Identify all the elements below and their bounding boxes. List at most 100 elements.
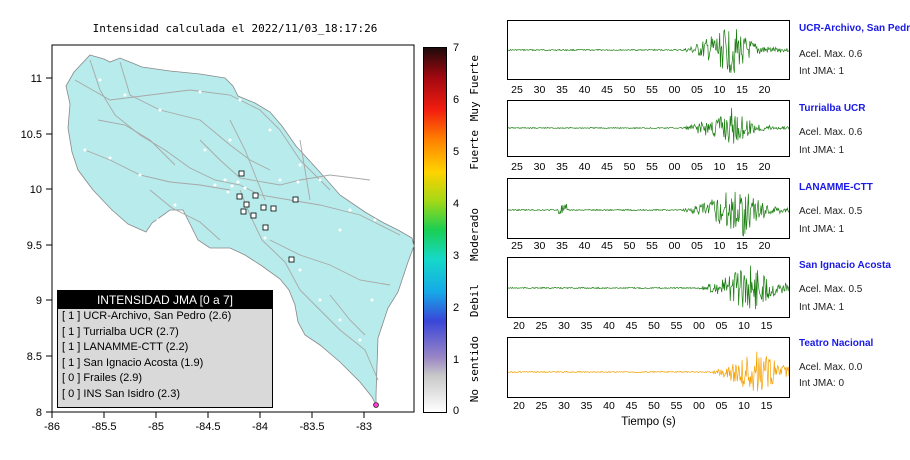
trace-time-tick: 05 xyxy=(691,84,703,96)
trace-time-tick: 15 xyxy=(760,320,773,332)
waveform-line xyxy=(508,191,789,237)
map-x-tick: -83 xyxy=(356,421,372,433)
colorbar-tick: 0 xyxy=(453,405,460,417)
station-name: LANAMME-CTT xyxy=(799,182,873,193)
legend-row: [ 1 ] UCR-Archivo, San Pedro (2.6) xyxy=(62,310,232,322)
station-acel: Acel. Max. 0.6 xyxy=(799,49,863,60)
trace-time-tick: 55 xyxy=(670,400,683,412)
trace-time-tick: 00 xyxy=(693,320,705,332)
trace-time-tick: 35 xyxy=(556,240,568,252)
trace-time-tick: 15 xyxy=(736,240,748,252)
legend-row: [ 0 ] Frailes (2.9) xyxy=(62,372,143,384)
trace-time-tick: 15 xyxy=(760,400,773,412)
trace-time-tick: 25 xyxy=(535,320,548,332)
intensity-legend: INTENSIDAD JMA [0 a 7] [ 1 ] UCR-Archivo… xyxy=(57,290,273,408)
station-int: Int JMA: 1 xyxy=(799,302,845,313)
waveform-plot xyxy=(508,191,789,237)
trace-time-tick: 45 xyxy=(601,240,613,252)
trace-time-tick: 35 xyxy=(556,161,568,173)
trace-time-tick: 45 xyxy=(625,400,638,412)
trace-time-tick: 55 xyxy=(670,320,683,332)
trace-time-tick: 20 xyxy=(758,161,771,173)
trace-time-tick: 25 xyxy=(511,240,523,252)
trace-time-tick: 20 xyxy=(513,320,525,332)
map-axis-ticks xyxy=(46,77,365,418)
trace-time-tick: 00 xyxy=(668,84,681,96)
station-acel: Acel. Max. 0.6 xyxy=(799,127,863,138)
waveform-trace xyxy=(507,337,790,398)
trace-time-tick: 15 xyxy=(736,161,748,173)
waveform-plot xyxy=(508,265,789,310)
colorbar-category: Fuerte xyxy=(468,130,481,170)
trace-time-tick: 30 xyxy=(558,320,570,332)
trace-time-ticks: 20 25 30 35 40 45 50 55 00 05 10 15 xyxy=(507,320,790,334)
trace-time-tick: 55 xyxy=(646,161,658,173)
trace-time-tick: 35 xyxy=(556,84,568,96)
map-y-tick: 8.5 xyxy=(27,351,42,363)
colorbar-tick: 3 xyxy=(453,250,460,262)
colorbar-tick: 2 xyxy=(453,302,460,314)
trace-time-tick: 10 xyxy=(713,161,726,173)
colorbar-category: Debil xyxy=(468,284,481,318)
trace-time-tick: 45 xyxy=(601,84,613,96)
trace-time-tick: 25 xyxy=(535,400,548,412)
colorbar-tick: 6 xyxy=(453,94,460,106)
waveform-trace xyxy=(507,100,790,157)
trace-time-tick: 40 xyxy=(578,84,591,96)
trace-time-tick: 45 xyxy=(625,320,638,332)
trace-time-tick: 25 xyxy=(511,84,523,96)
station-name: Turrialba UCR xyxy=(799,103,866,114)
waveform-trace xyxy=(507,178,790,239)
station-int: Int JMA: 1 xyxy=(799,145,845,156)
map-title: Intensidad calculada el 2022/11/03_18:17… xyxy=(92,22,378,35)
legend-row: [ 1 ] San Ignacio Acosta (1.9) xyxy=(62,356,204,369)
trace-time-tick: 50 xyxy=(623,240,636,252)
trace-time-tick: 40 xyxy=(603,400,615,412)
waveform-trace xyxy=(507,257,790,318)
trace-time-tick: 55 xyxy=(646,84,658,96)
map-x-tick: -83.5 xyxy=(299,421,324,433)
trace-time-tick: 00 xyxy=(693,400,705,412)
map-x-tick: -86 xyxy=(44,421,60,433)
colorbar-category: No sentido xyxy=(468,336,481,403)
road-network xyxy=(74,59,401,381)
trace-time-tick: 30 xyxy=(533,84,546,96)
intensity-colorbar xyxy=(423,47,447,413)
waveform-line xyxy=(508,351,789,392)
station-name: UCR-Archivo, San Pedro xyxy=(799,23,910,34)
trace-time-tick: 20 xyxy=(513,400,525,412)
waveform-plot xyxy=(508,351,789,392)
trace-time-ticks: 20 25 30 35 40 45 50 55 00 05 10 15 xyxy=(507,400,790,414)
trace-time-tick: 55 xyxy=(646,240,658,252)
station-int: Int JMA: 0 xyxy=(799,378,845,389)
trace-time-tick: 10 xyxy=(738,320,750,332)
trace-time-tick: 20 xyxy=(758,84,771,96)
station-acel: Acel. Max. 0.0 xyxy=(799,362,863,373)
map-y-tick: 9 xyxy=(36,295,42,307)
trace-time-tick: 05 xyxy=(691,161,703,173)
colorbar-tick: 7 xyxy=(453,42,460,54)
colorbar-tick: 1 xyxy=(453,354,460,366)
station-int: Int JMA: 1 xyxy=(799,224,845,235)
trace-time-ticks: 25 30 35 40 45 50 55 00 05 10 15 20 xyxy=(507,161,790,175)
trace-time-tick: 05 xyxy=(715,320,728,332)
trace-time-tick: 35 xyxy=(580,320,593,332)
station-markers xyxy=(236,170,299,263)
trace-time-tick: 30 xyxy=(533,161,546,173)
trace-time-tick: 20 xyxy=(758,240,771,252)
waveform-line xyxy=(508,265,789,310)
station-acel: Acel. Max. 0.5 xyxy=(799,206,863,217)
colorbar-tick: 4 xyxy=(453,198,460,210)
map-y-tick: 11 xyxy=(31,73,42,85)
trace-time-tick: 50 xyxy=(648,320,660,332)
trace-time-tick: 50 xyxy=(623,84,636,96)
station-int: Int JMA: 1 xyxy=(799,66,845,77)
trace-time-tick: 15 xyxy=(736,84,748,96)
map-x-tick: -85.5 xyxy=(91,421,116,433)
trace-time-tick: 00 xyxy=(668,240,681,252)
trace-time-tick: 40 xyxy=(578,161,591,173)
map-x-tick: -84 xyxy=(252,421,268,433)
station-name: Teatro Nacional xyxy=(799,338,874,349)
trace-time-tick: 10 xyxy=(738,400,750,412)
waveform-trace xyxy=(507,20,790,80)
